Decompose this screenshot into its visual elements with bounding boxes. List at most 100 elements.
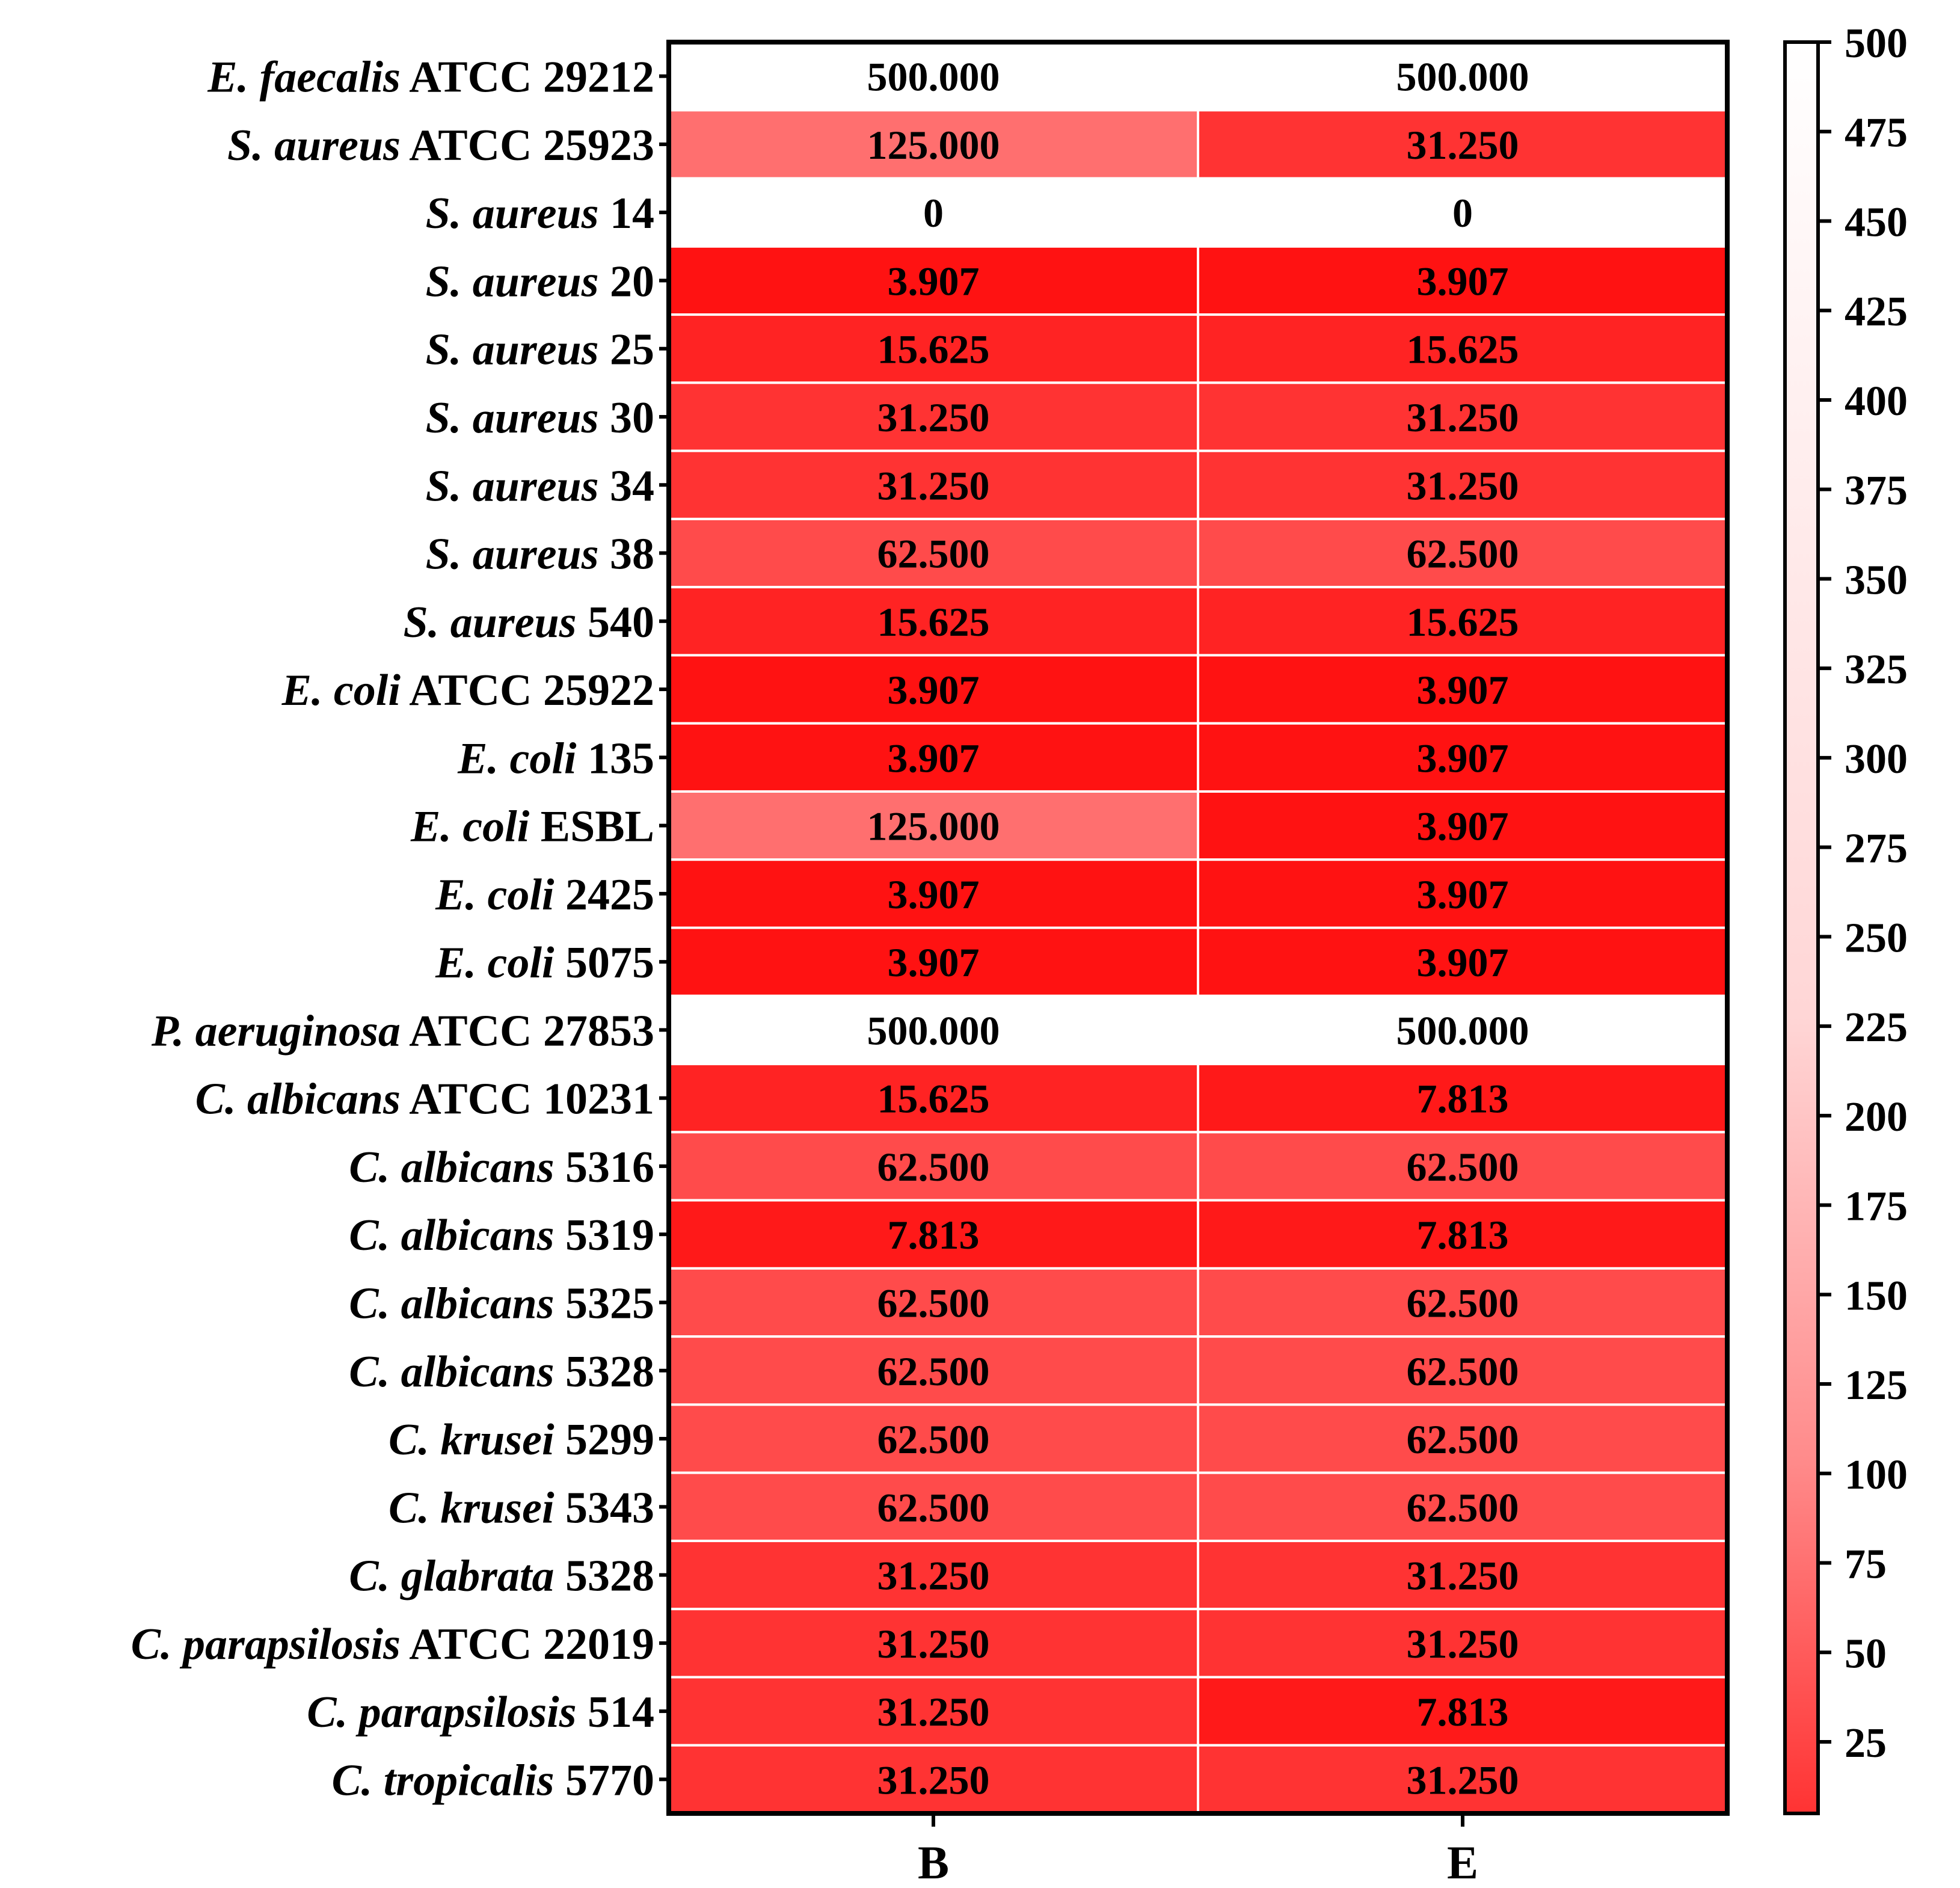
heatmap-cell	[668, 1676, 1199, 1747]
row-label-species: S. aureus	[426, 257, 599, 306]
row-label-strain: 135	[577, 734, 655, 783]
row-label: E. coli 2425	[435, 870, 654, 920]
heatmap-cell	[668, 1335, 1199, 1406]
cell-value-label: 500.000	[1396, 1007, 1529, 1053]
row-labels: E. faecalis ATCC 29212 S. aureus ATCC 259…	[131, 53, 669, 1805]
column-label: E	[1447, 1836, 1478, 1888]
cell-value-label: 500.000	[867, 54, 1000, 100]
cell-value-label: 31.250	[1407, 122, 1519, 168]
heatmap-cell	[1197, 1403, 1728, 1474]
row-label-species: E. faecalis	[207, 53, 401, 102]
cell-value-label: 31.250	[877, 1621, 990, 1667]
row-label-species: S. aureus	[426, 461, 599, 511]
row-label-species: S. aureus	[227, 121, 401, 170]
colorbar-tick-label: 425	[1845, 289, 1908, 335]
row-label-species: P. aeruginosa	[151, 1006, 401, 1056]
heatmap-cell-labels: 500.000 500.000 125.000 31.250 0 0 3.907 3.907 1…	[867, 54, 1529, 1803]
cell-value-label: 62.500	[1407, 1144, 1519, 1190]
cell-value-label: 3.907	[888, 667, 980, 713]
row-label-species: C. parapsilosis	[131, 1620, 401, 1669]
row-label-species: C. albicans	[195, 1075, 401, 1124]
colorbar-tick-label: 325	[1845, 647, 1908, 693]
colorbar-tick-label: 175	[1845, 1184, 1908, 1230]
colorbar-tick-label: 275	[1845, 826, 1908, 872]
row-label-species: C. albicans	[349, 1279, 554, 1328]
heatmap-cell	[1197, 722, 1728, 793]
cell-value-label: 62.500	[1407, 1348, 1519, 1394]
row-label-species: C. albicans	[349, 1143, 554, 1192]
row-label-strain: 5075	[555, 938, 655, 988]
heatmap-cell	[1197, 517, 1728, 589]
heatmap-cell	[1197, 586, 1728, 657]
cell-value-label: 125.000	[867, 122, 1000, 168]
row-label: S. aureus ATCC 25923	[227, 121, 654, 170]
row-label: C. krusei 5343	[389, 1483, 654, 1533]
cell-value-label: 62.500	[877, 1144, 990, 1190]
row-label-strain: 34	[599, 461, 655, 511]
heatmap-cell	[1197, 654, 1728, 725]
row-label-species: S. aureus	[404, 598, 577, 647]
row-label: S. aureus 540	[404, 598, 654, 647]
heatmap-cell	[1197, 449, 1728, 520]
cell-value-label: 3.907	[888, 939, 980, 985]
row-label-species: E. coli	[281, 666, 401, 715]
row-label: E. coli ESBL	[410, 802, 654, 852]
heatmap-cell	[1197, 381, 1728, 452]
cell-value-label: 3.907	[1417, 939, 1509, 985]
row-label-strain: 5770	[555, 1756, 655, 1805]
cell-value-label: 3.907	[888, 258, 980, 304]
row-label: E. faecalis ATCC 29212	[207, 53, 654, 102]
heatmap-cell	[668, 1267, 1199, 1338]
row-label-species: S. aureus	[426, 189, 599, 238]
heatmap-cell	[668, 994, 1199, 1066]
row-label-species: S. aureus	[426, 325, 599, 375]
colorbar-tick-label: 50	[1845, 1631, 1887, 1677]
row-label-species: C. tropicalis	[331, 1756, 554, 1805]
heatmap-cell	[668, 790, 1199, 861]
row-label-strain: ESBL	[529, 802, 654, 852]
row-label-species: E. coli	[435, 870, 555, 920]
row-label-strain: 25	[599, 325, 655, 375]
row-label: C. krusei 5299	[389, 1415, 654, 1465]
row-label-strain: 5316	[555, 1143, 655, 1192]
colorbar-tick-label: 300	[1845, 736, 1908, 783]
cell-value-label: 7.813	[1417, 1076, 1509, 1122]
row-label-strain: 5325	[555, 1279, 655, 1328]
cell-value-label: 62.500	[1407, 1416, 1519, 1462]
heatmap-cell	[1197, 926, 1728, 997]
row-label: E. coli ATCC 25922	[281, 666, 654, 715]
cell-value-label: 500.000	[1396, 54, 1529, 100]
row-label: C. albicans 5328	[349, 1347, 654, 1397]
cell-value-label: 31.250	[877, 1553, 990, 1599]
heatmap-cell	[1197, 313, 1728, 384]
heatmap-cells	[668, 41, 1728, 1815]
cell-value-label: 31.250	[877, 1757, 990, 1803]
cell-value-label: 62.500	[877, 531, 990, 577]
row-label: C. glabrata 5328	[349, 1552, 654, 1601]
row-label: C. albicans 5319	[349, 1211, 654, 1260]
heatmap-cell	[1197, 1539, 1728, 1611]
cell-value-label: 31.250	[1407, 1757, 1519, 1803]
row-label: C. tropicalis 5770	[331, 1756, 654, 1805]
colorbar-tick-label: 375	[1845, 468, 1908, 514]
heatmap-cell	[1197, 41, 1728, 112]
colorbar-tick-label: 500	[1845, 20, 1908, 67]
cell-value-label: 31.250	[1407, 1553, 1519, 1599]
cell-value-label: 15.625	[1407, 327, 1519, 372]
cell-value-label: 62.500	[877, 1416, 990, 1462]
cell-value-label: 31.250	[1407, 1621, 1519, 1667]
row-label-species: C. parapsilosis	[307, 1688, 576, 1737]
cell-value-label: 0	[923, 190, 944, 236]
row-label-strain: ATCC 25922	[401, 666, 654, 715]
heatmap-cell	[1197, 1199, 1728, 1270]
colorbar-tick-label: 150	[1845, 1273, 1908, 1319]
cell-value-label: 15.625	[877, 599, 990, 645]
row-label: C. parapsilosis 514	[307, 1688, 654, 1737]
colorbar-tick-label: 475	[1845, 110, 1908, 156]
cell-value-label: 62.500	[1407, 1484, 1519, 1530]
cell-value-label: 62.500	[1407, 1280, 1519, 1326]
cell-value-label: 3.907	[1417, 735, 1509, 781]
colorbar-tick-label: 350	[1845, 557, 1908, 603]
row-label-strain: 5328	[555, 1347, 655, 1397]
